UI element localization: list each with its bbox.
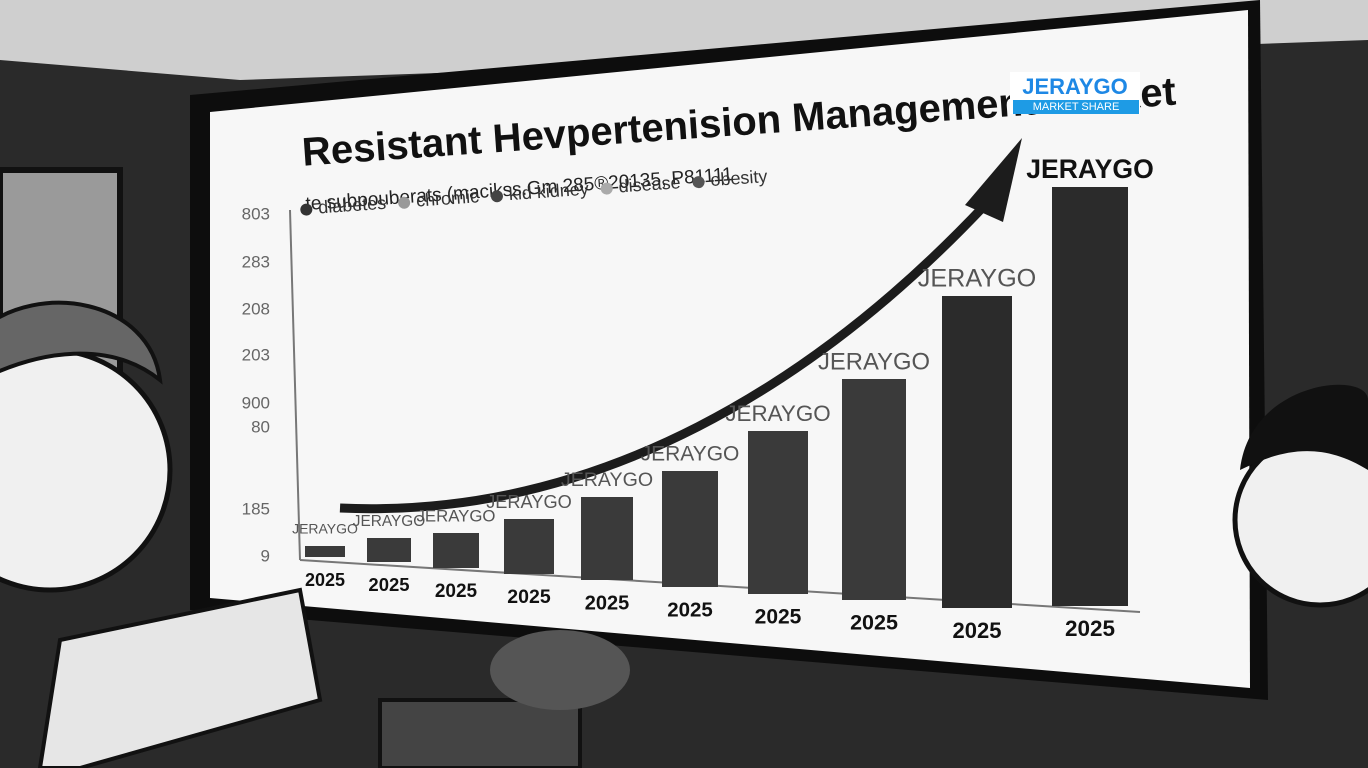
legend-dot <box>600 182 613 195</box>
bar <box>842 379 906 600</box>
box <box>37 587 323 768</box>
axis-label: 283 <box>242 252 270 271</box>
bar <box>433 533 479 568</box>
bar <box>305 546 345 557</box>
ceiling <box>0 0 1368 80</box>
logo-tag: MARKET SHARE <box>1033 101 1120 113</box>
right-person-hair <box>1240 384 1368 470</box>
year-label: 2025 <box>435 581 478 602</box>
axis-label: 185 <box>242 499 270 518</box>
legend: diabetes chromic kid kidney disease obesity <box>300 166 768 218</box>
logo-name: JERAYGO <box>1022 74 1128 99</box>
legend-dot <box>490 190 503 203</box>
bar <box>1052 187 1128 606</box>
legend-dot <box>300 203 313 216</box>
year-label: 2025 <box>305 570 345 590</box>
axis-label: 203 <box>242 345 270 364</box>
year-label: 2025 <box>953 618 1002 643</box>
bar <box>504 519 554 574</box>
arrow-head <box>965 138 1022 222</box>
logo-band <box>1013 100 1139 114</box>
axis-label: 9 <box>261 546 270 565</box>
legend-label: disease <box>618 172 681 196</box>
axis-label: 900 <box>242 393 270 412</box>
y-axis <box>289 209 301 561</box>
bar-label: JERAYGO <box>292 521 358 537</box>
axis-label: 208 <box>242 299 270 318</box>
axis-label: 803 <box>242 204 270 223</box>
bar-label: JERAYGO <box>641 443 740 466</box>
bar-label: JERAYGO <box>417 506 496 525</box>
bar-label: JERAYGO <box>725 401 830 426</box>
legend-label: obesity <box>710 166 768 190</box>
year-label: 2025 <box>850 611 898 635</box>
year-label: 2025 <box>1065 616 1115 641</box>
axis-label: 80 <box>251 417 270 436</box>
left-person-hair <box>0 300 163 385</box>
bar-label: JERAYGO <box>1026 154 1154 184</box>
bar-label: JERAYGO <box>818 348 930 375</box>
bar-label: JERAYGO <box>353 513 425 530</box>
chart: 803 283 208 203 900 80 185 9 JERAYGO 2025 JERAYGO 2… <box>242 154 1154 643</box>
trend-arrow <box>339 201 989 514</box>
year-label: 2025 <box>667 598 713 621</box>
legend-label: diabetes <box>318 193 387 218</box>
legend-dot <box>692 176 705 189</box>
legend-dot <box>398 196 411 209</box>
monitor <box>378 698 582 768</box>
bar <box>662 471 718 587</box>
year-label: 2025 <box>585 592 630 614</box>
bar <box>748 431 808 594</box>
bar-label: JERAYGO <box>918 265 1037 293</box>
bar <box>367 538 411 562</box>
year-label: 2025 <box>368 574 409 595</box>
bar-label: JERAYGO <box>561 469 653 491</box>
bar <box>581 497 633 580</box>
year-label: 2025 <box>507 586 551 608</box>
plant <box>490 630 630 710</box>
legend-label: chromic <box>415 186 479 210</box>
bar-label: JERAYGO <box>486 492 572 512</box>
year-label: 2025 <box>755 606 802 629</box>
bar <box>942 296 1012 608</box>
